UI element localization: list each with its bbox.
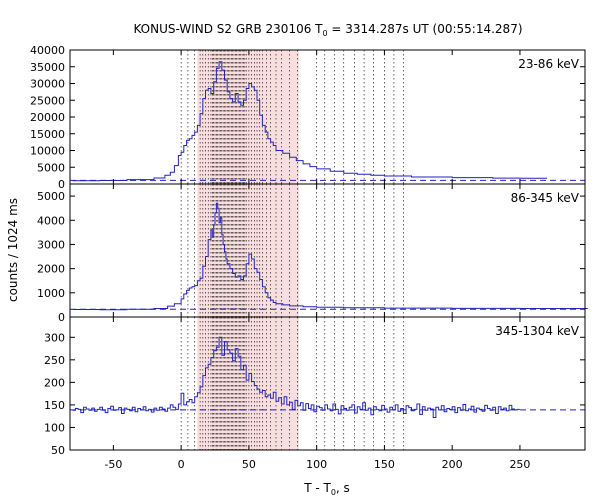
x-axis-label-main: T - T [303,481,331,495]
y-tick-label: 300 [44,331,65,344]
x-axis-label: T - T0, s [303,481,350,497]
y-tick-label: 10000 [30,145,65,158]
y-tick-label: 150 [44,399,65,412]
shaded-interval [197,317,300,450]
panel-frame [69,183,586,318]
y-tick-label: 5000 [37,190,65,203]
y-tick-label: 50 [51,444,65,457]
chart-title-subscript: 0 [323,29,328,38]
y-axis-label: counts / 1024 ms [6,198,20,302]
x-tick-label: 100 [306,458,327,471]
panel-frame [69,316,586,451]
chart-title-rest: = 3314.287s UT (00:55:14.287) [328,22,523,36]
panel-3: 50 100 150 200 250 300 345-1304 keV [44,316,586,457]
chart-title-main: KONUS-WIND S2 GRB 230106 T [133,22,323,36]
shaded-interval [197,50,300,184]
x-tick-label: 50 [242,458,256,471]
y-tick-label: 0 [58,178,65,191]
shaded-interval [197,184,300,317]
panel-frame [69,49,586,185]
x-tick-label: -50 [104,458,122,471]
x-axis-label-rest: , s [336,481,350,495]
energy-band-label: 86-345 keV [511,191,580,205]
y-tick-label: 3000 [37,238,65,251]
series-line [72,202,588,311]
energy-band-label: 345-1304 keV [495,324,579,338]
y-tick-label: 200 [44,376,65,389]
x-tick-label: 0 [178,458,185,471]
y-tick-label: 30000 [30,78,65,91]
y-tick-label: 1000 [37,287,65,300]
series-line [72,61,548,182]
x-tick-label: 200 [442,458,463,471]
y-tick-label: 4000 [37,214,65,227]
panel-2: 0 1000 2000 3000 4000 5000 86-345 keV [37,183,588,324]
energy-band-label: 23-86 keV [518,57,580,71]
chart-title: KONUS-WIND S2 GRB 230106 T0 = 3314.287s … [133,22,522,38]
series-line [72,336,520,418]
y-tick-label: 25000 [30,94,65,107]
x-tick-label: 250 [509,458,530,471]
panels-layer: 0500010000150002000025000300003500040000… [30,44,588,471]
y-tick-label: 20000 [30,111,65,124]
y-tick-label: 0 [58,311,65,324]
y-tick-label: 100 [44,421,65,434]
y-tick-label: 40000 [30,44,65,57]
y-tick-label: 15000 [30,128,65,141]
y-tick-label: 2000 [37,263,65,276]
y-tick-label: 250 [44,354,65,367]
x-tick-label: 150 [374,458,395,471]
y-tick-label: 35000 [30,61,65,74]
panel-1: 0 5000 10000 15000 20000 25000 30000 35000 40000… [30,44,586,191]
y-tick-label: 5000 [37,161,65,174]
x-axis-label-subscript: 0 [331,488,336,497]
